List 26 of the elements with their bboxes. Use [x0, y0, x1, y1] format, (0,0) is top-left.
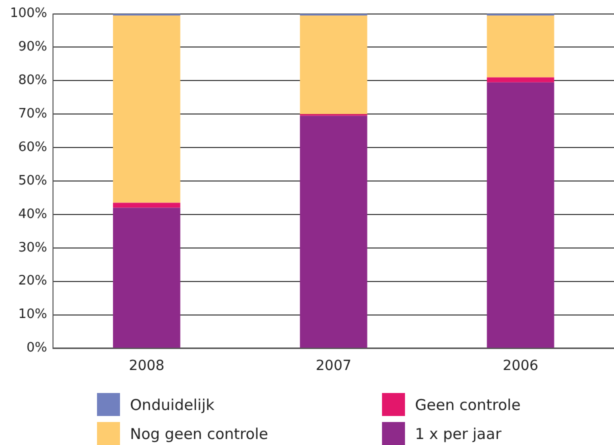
x-tick-label: 2008	[128, 358, 164, 374]
legend-label: Onduidelijk	[130, 396, 214, 414]
bar	[112, 208, 180, 348]
bar	[300, 116, 368, 348]
y-tick-label: 0%	[26, 340, 48, 356]
y-tick-label: 80%	[18, 73, 48, 88]
y-tick-label: 90%	[18, 40, 48, 55]
y-tick-label: 40%	[18, 206, 48, 222]
bar	[486, 77, 554, 82]
bar	[486, 15, 554, 78]
y-tick-label: 60%	[18, 140, 48, 155]
y-tick-label: 20%	[18, 274, 48, 289]
bar	[300, 15, 368, 114]
x-tick-label: 2006	[502, 358, 538, 374]
y-tick-label: 50%	[18, 173, 48, 188]
bar	[112, 202, 180, 208]
y-tick-label: 100%	[10, 6, 48, 22]
legend-label: 1 x per jaar	[415, 424, 502, 442]
y-tick-label: 10%	[18, 307, 48, 322]
bar	[486, 82, 554, 348]
x-tick-label: 2007	[316, 358, 352, 374]
legend-label: Geen controle	[415, 396, 521, 414]
y-tick-label: 70%	[18, 106, 48, 122]
bar	[112, 15, 180, 203]
y-tick-label: 30%	[18, 240, 48, 256]
legend-label: Nog geen controle	[130, 424, 268, 442]
